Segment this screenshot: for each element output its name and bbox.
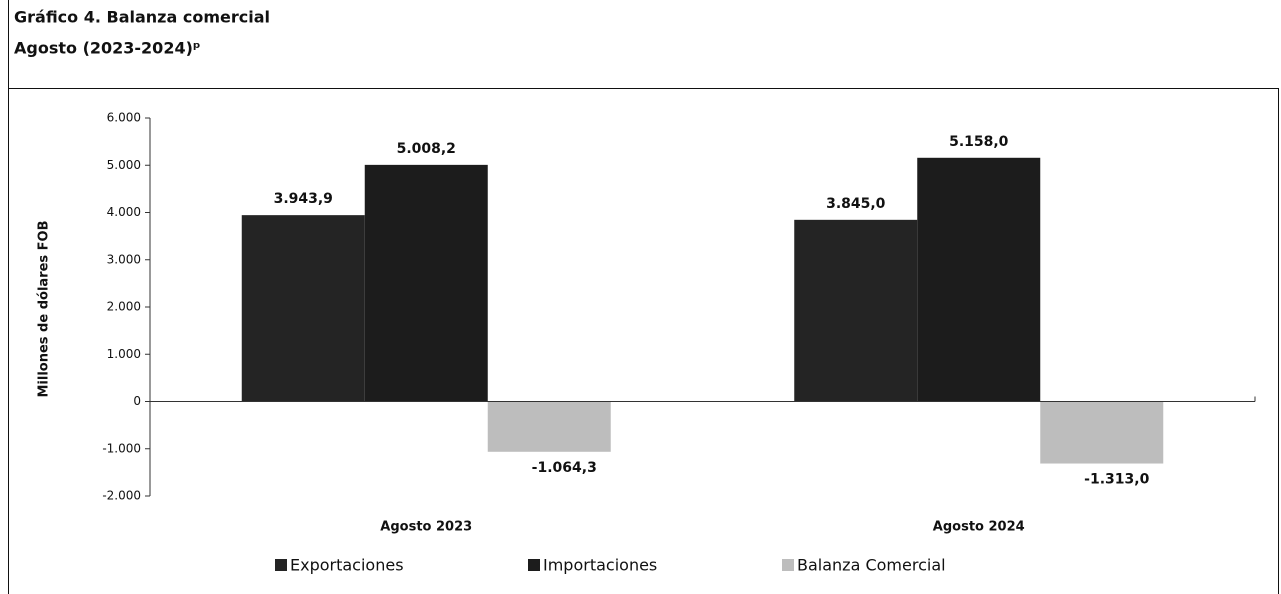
legend-swatch: [275, 559, 287, 571]
value-label: -1.313,0: [1084, 472, 1149, 488]
value-label: 3.845,0: [826, 196, 886, 212]
bar: [241, 215, 365, 402]
y-tick-label: 4.000: [107, 205, 141, 219]
bar: [364, 164, 488, 402]
value-label: 5.158,0: [949, 134, 1009, 150]
y-tick-label: -1.000: [102, 441, 141, 455]
value-label: 5.008,2: [397, 141, 456, 157]
y-tick-label: 6.000: [107, 111, 141, 125]
value-label: 3.943,9: [274, 191, 333, 207]
frame: [8, 88, 1279, 594]
bar: [1040, 401, 1164, 464]
bar: [794, 219, 918, 402]
chart-subtitle: Agosto (2023-2024)ᵖ: [14, 39, 201, 58]
legend-label: Balanza Comercial: [797, 556, 946, 575]
x-tick-label: Agosto 2023: [380, 520, 472, 535]
x-tick-label: Agosto 2024: [933, 520, 1025, 535]
y-tick-label: 0: [133, 394, 141, 408]
y-tick-label: 1.000: [107, 347, 141, 361]
y-tick-label: 3.000: [107, 252, 141, 266]
y-tick-label: 5.000: [107, 158, 141, 172]
bar: [487, 401, 611, 452]
legend-swatch: [782, 559, 794, 571]
value-label: -1.064,3: [532, 460, 597, 476]
chart-title: Gráfico 4. Balanza comercial: [14, 8, 270, 27]
bar: [917, 157, 1041, 402]
y-axis-label: Millones de dólares FOB: [37, 220, 52, 397]
legend-swatch: [528, 559, 540, 571]
legend-label: Exportaciones: [290, 556, 404, 575]
y-tick-label: -2.000: [102, 489, 141, 503]
y-tick-label: 2.000: [107, 300, 141, 314]
legend-label: Importaciones: [543, 556, 657, 575]
